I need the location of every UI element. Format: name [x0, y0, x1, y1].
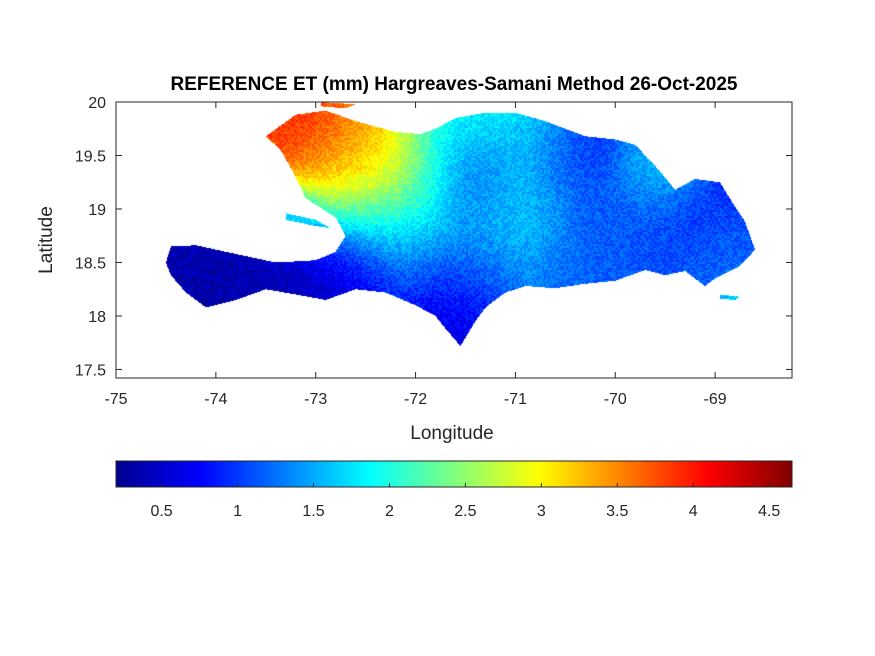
colorbar-ticks: 0.5 1 1.5 2 2.5 3 3.5 4 4.5: [150, 483, 780, 520]
colorbar-tick-label: 1.5: [302, 503, 324, 520]
x-tick-label: -71: [504, 391, 527, 408]
colorbar-tick-label: 0.5: [150, 503, 172, 520]
x-tick-label: -72: [404, 391, 427, 408]
colorbar-tick-label: 1: [233, 503, 242, 520]
y-tick-label: 19.5: [75, 148, 106, 165]
y-tick-label: 19: [88, 202, 106, 219]
y-axis-title: Latitude: [36, 206, 57, 274]
plot-area: [116, 102, 792, 378]
colorbar-tick-label: 2: [385, 503, 394, 520]
colorbar-tick-label: 3.5: [606, 503, 628, 520]
x-tick-label: -75: [104, 391, 127, 408]
y-tick-label: 17.5: [75, 362, 106, 379]
x-tick-label: -69: [704, 391, 727, 408]
colorbar-tick-label: 3: [537, 503, 546, 520]
y-tick-label: 18: [88, 309, 106, 326]
colorbar-tick-label: 4: [689, 503, 698, 520]
et-raster: [116, 102, 792, 378]
y-axis: 17.5 18 18.5 19 19.5 20: [75, 95, 792, 379]
y-tick-label: 20: [88, 95, 106, 112]
colorbar: 0.5 1 1.5 2 2.5 3 3.5 4 4.5: [115, 460, 793, 520]
x-tick-label: -70: [604, 391, 627, 408]
y-tick-label: 18.5: [75, 255, 106, 272]
x-axis-title: Longitude: [410, 423, 493, 444]
colorbar-gradient: [115, 460, 793, 488]
x-tick-label: -74: [204, 391, 227, 408]
x-tick-label: -73: [304, 391, 327, 408]
x-axis: -75 -74 -73 -72 -71 -70 -69: [104, 102, 727, 408]
map-title: REFERENCE ET (mm) Hargreaves-Samani Meth…: [170, 74, 738, 95]
axes-frame: [115, 101, 793, 379]
colorbar-tick-label: 4.5: [758, 503, 780, 520]
colorbar-tick-label: 2.5: [454, 503, 476, 520]
